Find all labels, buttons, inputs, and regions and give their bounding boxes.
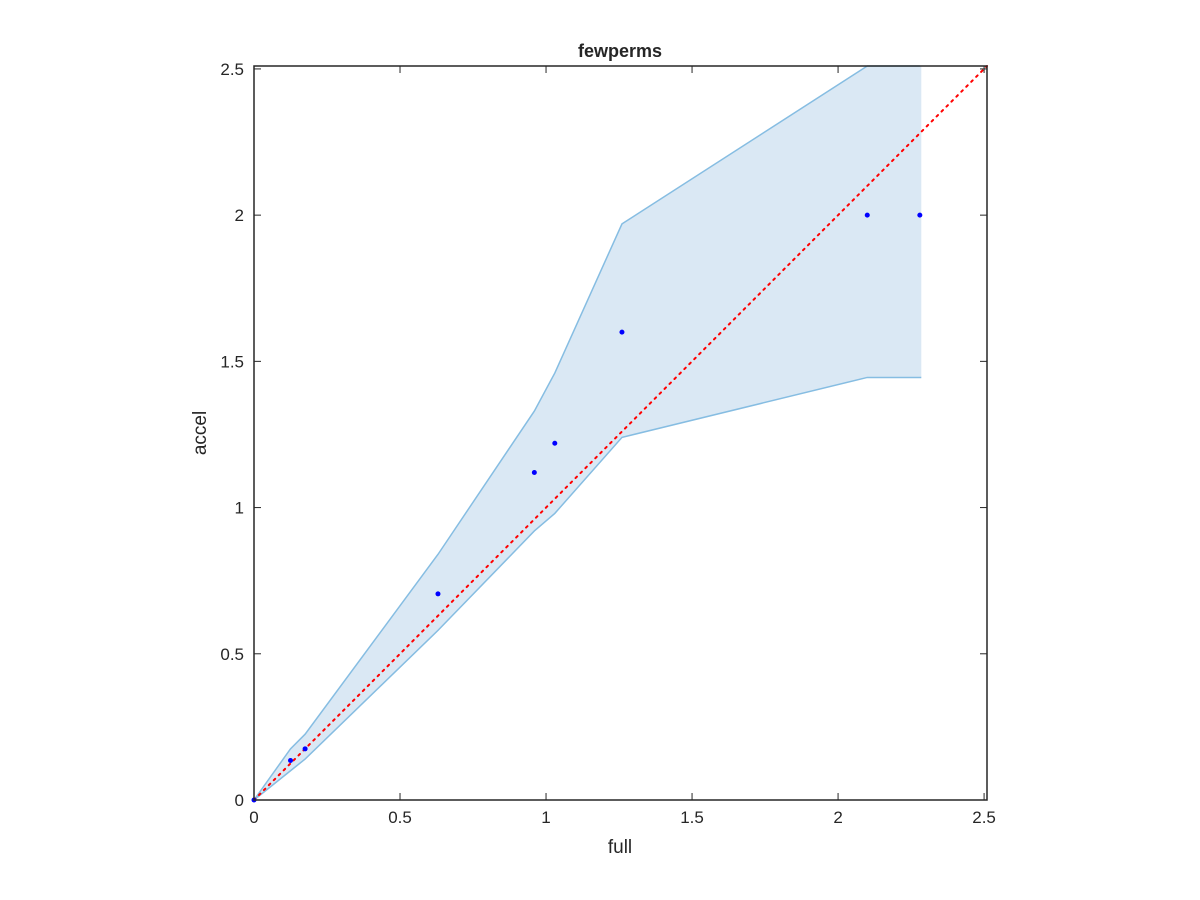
data-point <box>864 212 870 218</box>
data-point <box>552 440 558 446</box>
plot-area: 0 0.5 1 1.5 2 2.5 0 0.5 1 1.5 2 2.5 <box>220 60 996 827</box>
data-point <box>619 329 625 335</box>
data-point <box>917 212 923 218</box>
y-tick-label: 0.5 <box>220 645 244 664</box>
y-axis-label: accel <box>190 411 211 455</box>
x-tick-label: 1.5 <box>680 808 704 827</box>
y-tick-label: 0 <box>235 791 244 810</box>
confidence-band <box>254 66 922 800</box>
data-point <box>531 469 537 475</box>
data-point <box>288 758 294 764</box>
band-upper-edge <box>253 65 920 801</box>
y-tick-label: 1.5 <box>220 352 244 371</box>
y-tick-label: 1 <box>235 499 244 518</box>
x-tick-label: 2.5 <box>972 808 996 827</box>
x-tick-label: 0.5 <box>388 808 412 827</box>
band-lower-edge <box>253 376 922 801</box>
y-tick-label: 2 <box>235 206 244 225</box>
identity-line <box>253 65 988 801</box>
x-tick-label: 2 <box>833 808 842 827</box>
data-point <box>435 591 441 597</box>
x-tick-label: 1 <box>541 808 550 827</box>
chart-title: fewperms <box>578 41 662 61</box>
axes-box <box>253 65 988 801</box>
y-tick-label: 2.5 <box>220 60 244 79</box>
data-point <box>302 746 308 752</box>
x-axis-label: full <box>608 837 632 858</box>
x-tick-label: 0 <box>249 808 258 827</box>
